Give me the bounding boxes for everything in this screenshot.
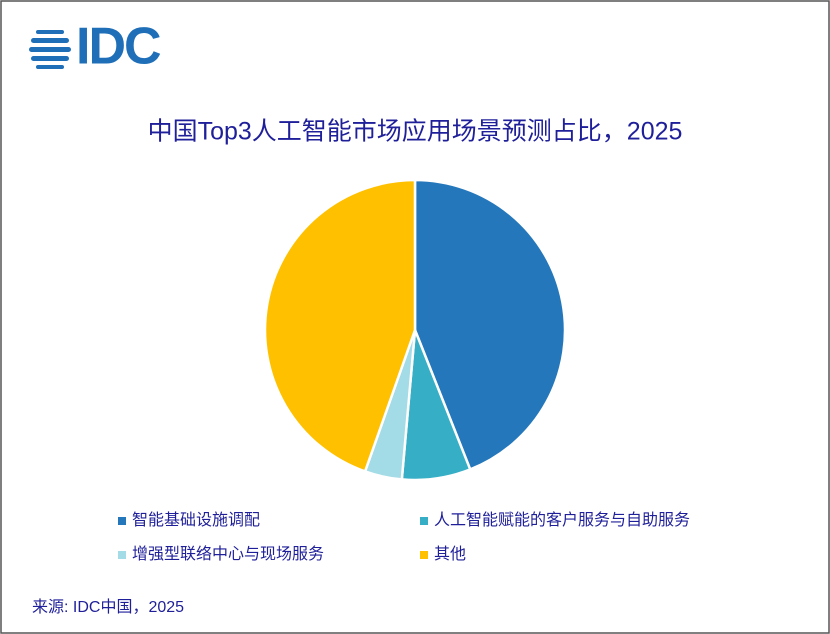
legend-swatch — [420, 517, 428, 525]
logo-text: IDC — [76, 18, 161, 76]
pie-slice — [263, 178, 417, 474]
chart-title: 中国Top3人工智能市场应用场景预测占比，2025 — [148, 118, 683, 146]
legend-swatch — [118, 551, 126, 559]
logo-mark — [29, 30, 71, 69]
legend-swatch — [420, 551, 428, 559]
legend-label: 增强型联络中心与现场服务 — [132, 544, 324, 563]
legend-label: 人工智能赋能的客户服务与自助服务 — [434, 511, 690, 529]
pie — [263, 178, 567, 482]
legend-label: 智能基础设施调配 — [132, 511, 260, 529]
source-note: 来源: IDC中国，2025 — [32, 598, 184, 616]
legend-label: 其他 — [434, 545, 466, 563]
legend-swatch — [118, 517, 126, 525]
pie-slice — [413, 178, 567, 472]
